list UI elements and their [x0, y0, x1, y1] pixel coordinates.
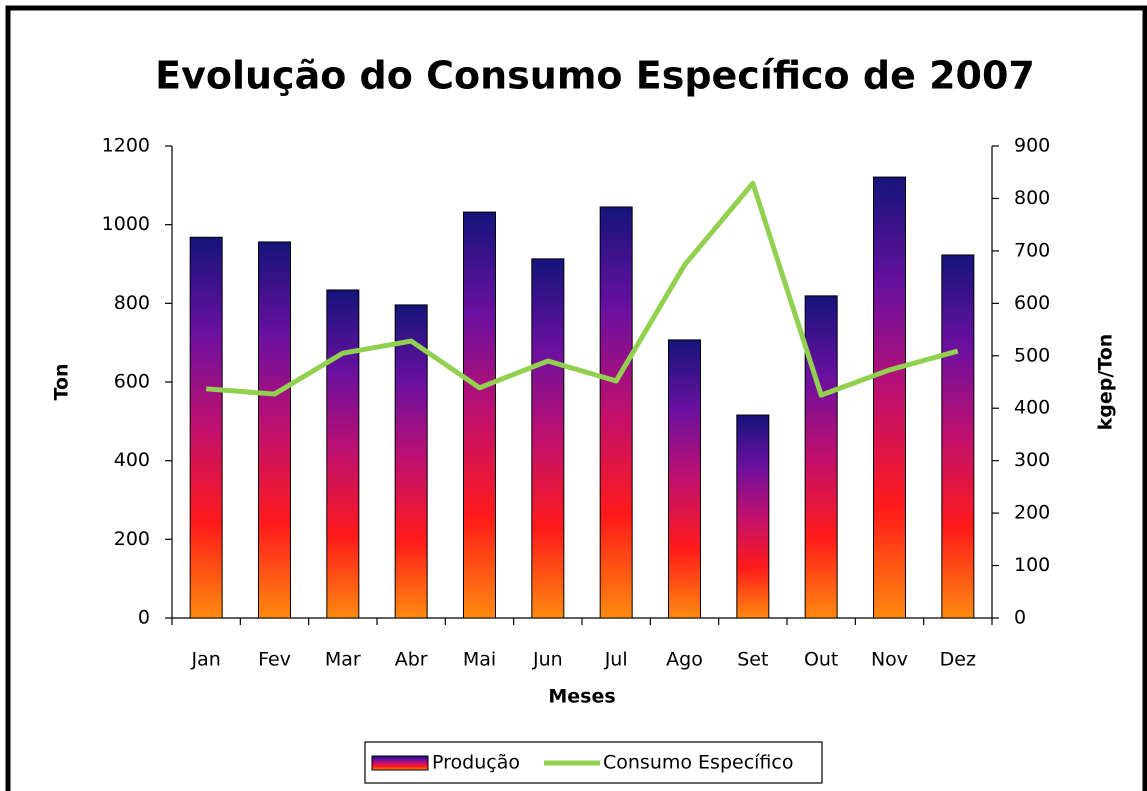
bar: [463, 211, 496, 619]
y-tick-label: 1200: [102, 135, 150, 157]
y2-tick-label: 600: [1014, 292, 1050, 314]
x-tick-label: Mai: [463, 649, 496, 671]
y2-tick-label: 300: [1014, 449, 1050, 471]
bar: [668, 339, 701, 619]
bar: [736, 414, 770, 619]
y2-tick-label: 500: [1014, 344, 1050, 366]
chart-frame: [5, 5, 1147, 791]
bar: [326, 289, 360, 619]
bar: [258, 241, 291, 619]
x-tick-label: Ago: [666, 649, 703, 671]
bar: [599, 206, 633, 619]
legend-label: Produção: [432, 752, 520, 774]
x-tick-label: Set: [737, 649, 768, 671]
y2-tick-label: 100: [1014, 554, 1050, 576]
y2-tick-label: 800: [1014, 187, 1050, 209]
x-tick-label: Dez: [940, 649, 976, 671]
x-tick-label: Jun: [532, 649, 563, 671]
x-tick-label: Nov: [871, 649, 908, 671]
x-tick-label: Abr: [395, 649, 428, 671]
y2-tick-label: 700: [1014, 239, 1050, 261]
y-tick-label: 600: [114, 371, 150, 393]
x-tick-label: Jan: [191, 649, 221, 671]
x-tick-label: Mar: [325, 649, 361, 671]
x-axis-title: Meses: [548, 686, 615, 708]
legend-swatch: [371, 755, 429, 771]
y-tick-label: 1000: [102, 213, 150, 235]
y2-axis-title: kgep/Ton: [1095, 334, 1117, 431]
y-tick-label: 0: [138, 607, 150, 629]
bar: [804, 295, 838, 619]
bar: [873, 176, 906, 619]
bar: [941, 254, 975, 619]
line: [205, 180, 959, 398]
x-tick-label: Out: [804, 649, 838, 671]
x-tick-label: Jul: [604, 649, 628, 671]
y2-tick-label: 200: [1014, 502, 1050, 524]
y2-tick-label: 0: [1014, 607, 1026, 629]
bar: [189, 236, 223, 619]
y-tick-label: 200: [114, 528, 150, 550]
x-tick-label: Fev: [258, 649, 291, 671]
legend-label: Consumo Específico: [603, 752, 793, 774]
chart-title: Evolução do Consumo Específico de 2007: [155, 54, 1035, 98]
y2-tick-label: 400: [1014, 397, 1050, 419]
y-tick-label: 400: [114, 449, 150, 471]
bar: [394, 304, 428, 619]
bar: [531, 258, 565, 619]
y-axis-title: Ton: [51, 363, 73, 400]
y2-tick-label: 900: [1014, 135, 1050, 157]
y-tick-label: 800: [114, 292, 150, 314]
